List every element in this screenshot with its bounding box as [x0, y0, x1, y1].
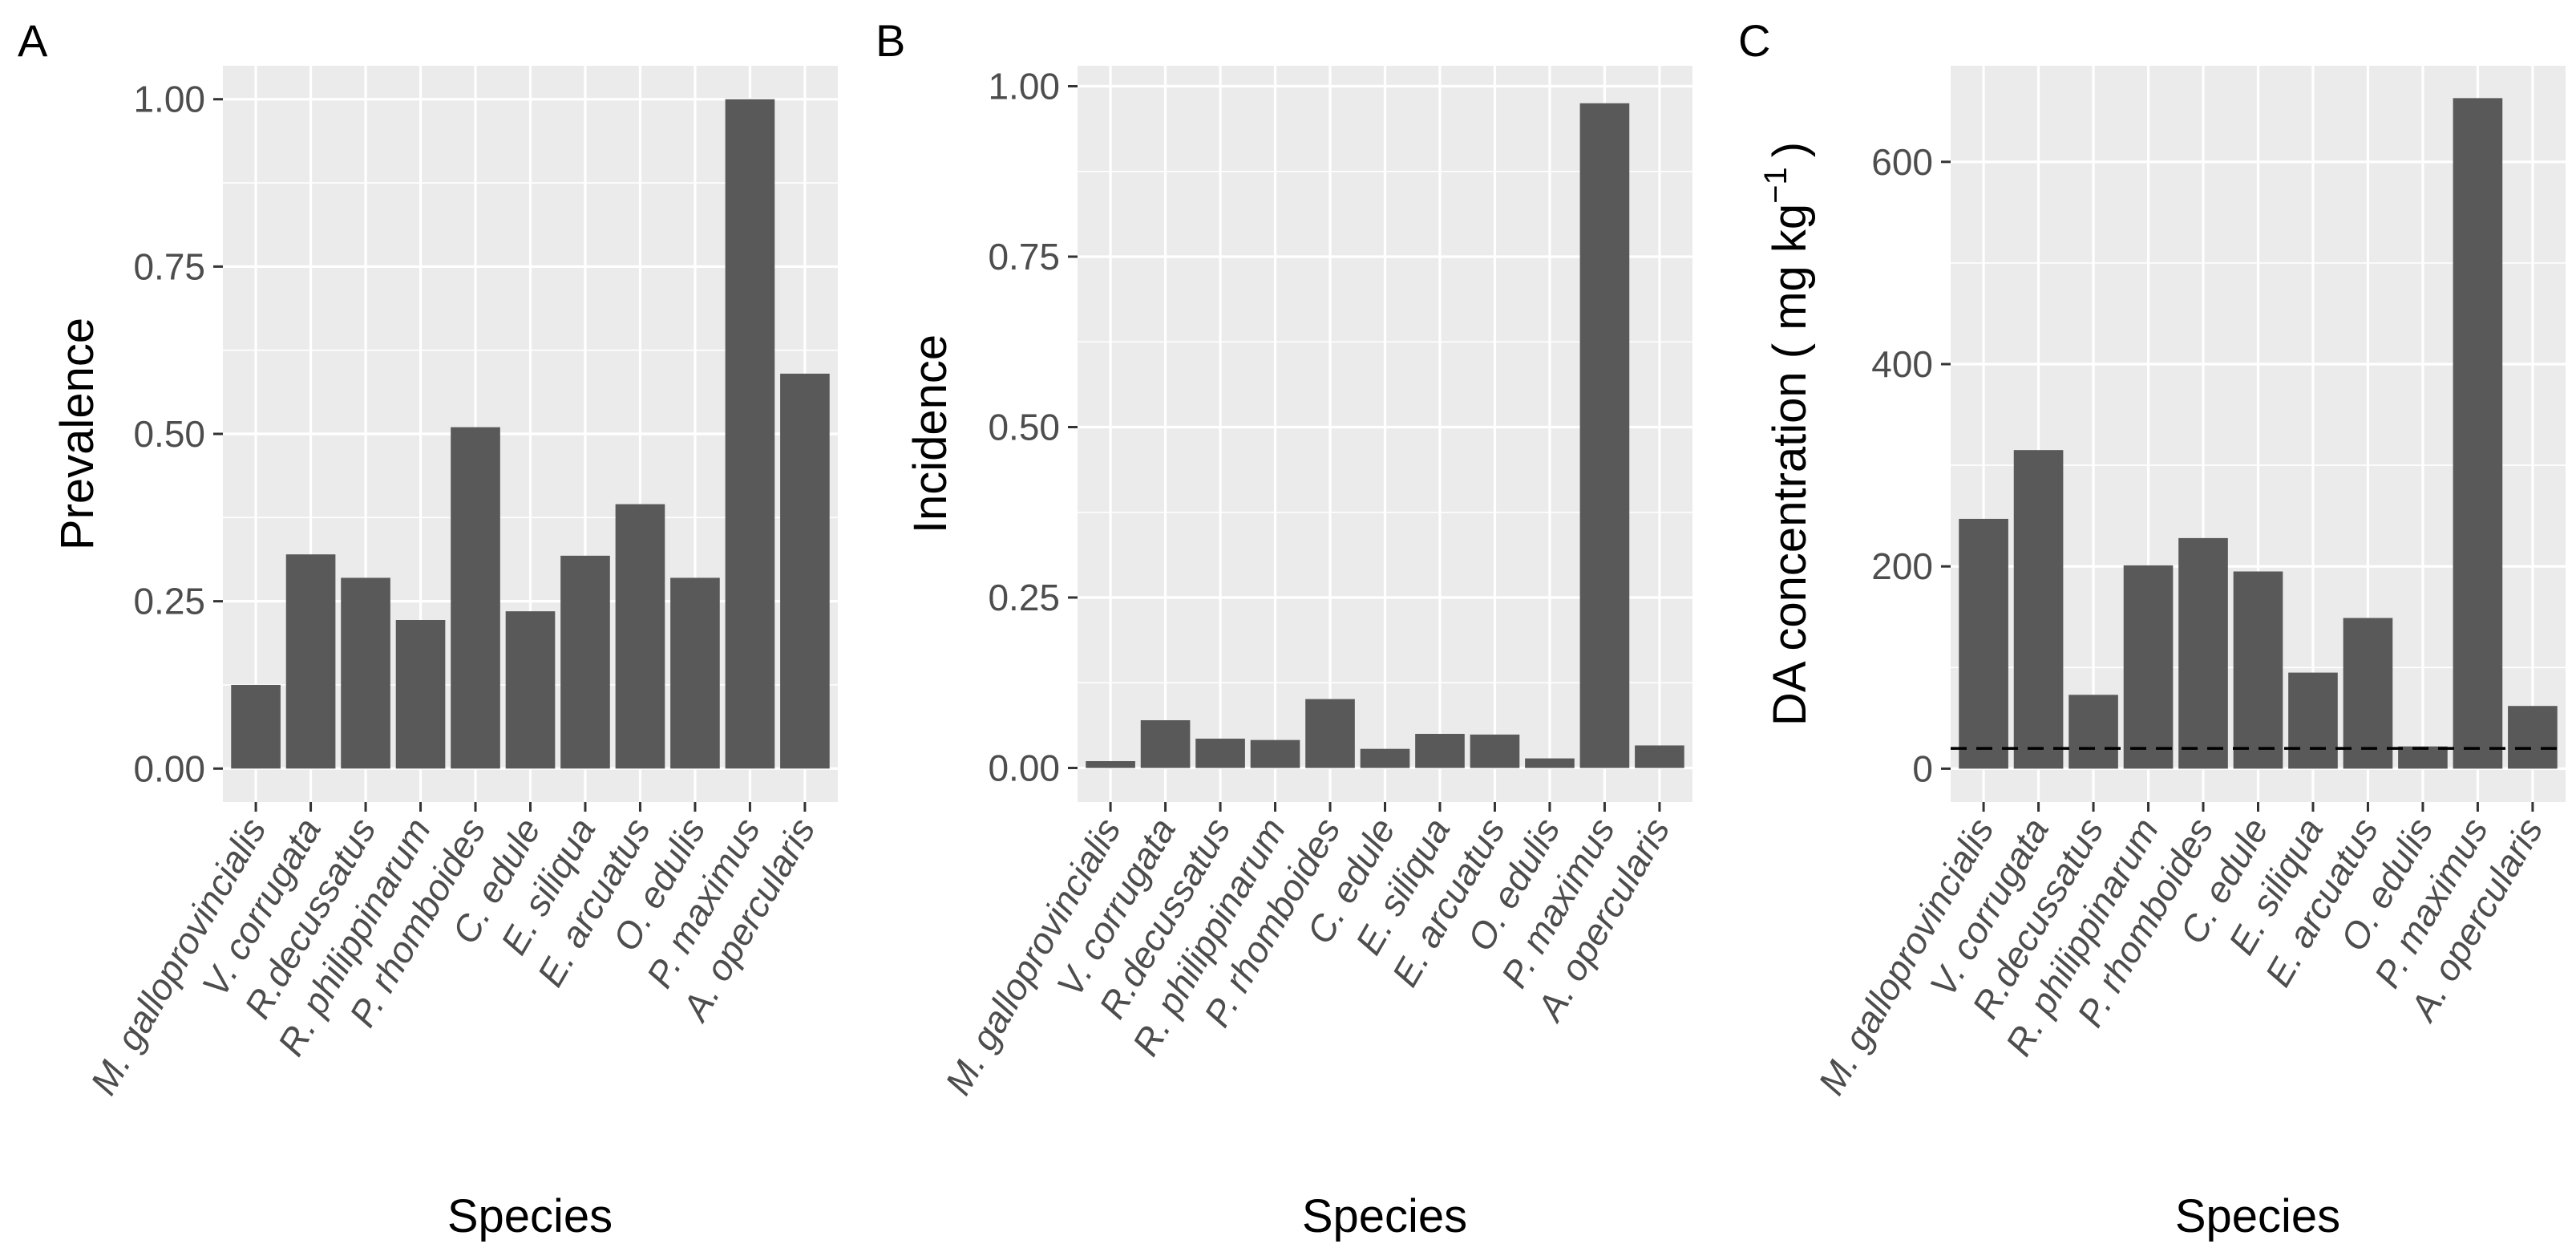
panel-c-bar-o-edulis	[2398, 746, 2448, 769]
panel-a-bars	[231, 99, 830, 769]
panel-b-x-axis-title: Species	[1302, 1190, 1467, 1242]
panel-c-bar-e-siliqua	[2288, 672, 2338, 769]
panel-a-y-tick-label: 1.00	[133, 79, 205, 120]
panel-a-y-tick-label: 0.75	[133, 245, 205, 287]
panel-b-y-axis-title: Incidence	[904, 334, 956, 533]
panel-c-x-axis-title: Species	[2175, 1190, 2340, 1242]
panel-b-y-tick-label: 0.25	[988, 577, 1060, 618]
panel-c-bar-e-arcuatus	[2343, 618, 2393, 769]
panel-c-y-axis-title: DA concentration ( mg kg−1)	[1758, 142, 1816, 726]
panel-b-bar-e-siliqua	[1415, 734, 1465, 768]
panel-c-y-tick-label: 600	[1871, 141, 1933, 183]
panel-a-bar-o-edulis	[670, 577, 720, 769]
panel-c-bar-v-corrugata	[2013, 450, 2064, 769]
panel-c-y-tick-label: 0	[1912, 747, 1933, 789]
panel-a-bar-v-corrugata	[285, 554, 336, 769]
panel-a-bar-e-arcuatus	[615, 504, 665, 769]
panel-c-y-axis: 0 200 400 600	[1871, 141, 1951, 789]
panel-c-y-tick-label: 200	[1871, 545, 1933, 587]
panel-b-y-tick-label: 1.00	[988, 66, 1060, 107]
panel-a-bar-c-edule	[505, 611, 556, 769]
panel-a-bar-r-philippinarum	[395, 620, 446, 769]
panel-b-bar-r-decussatus	[1195, 738, 1245, 768]
panel-a-y-axis-title: Prevalence	[51, 318, 103, 550]
panel-a-y-tick-label: 0.50	[133, 413, 205, 455]
panel-c-bar-r-decussatus	[2068, 695, 2118, 769]
panel-c-bar-p-maximus	[2453, 98, 2503, 769]
panel-a-bar-m-galloprovincialis	[231, 684, 281, 769]
panel-b-y-tick-label: 0.00	[988, 747, 1060, 789]
panel-a-tag: A	[18, 15, 48, 66]
panel-a-bar-r-decussatus	[341, 577, 390, 769]
panel-c-y-axis-title-main: DA concentration ( mg kg	[1764, 204, 1816, 726]
panel-a-y-tick-label: 0.25	[133, 581, 205, 622]
panel-b-bar-e-arcuatus	[1470, 734, 1520, 768]
panel-a-bar-p-rhomboides	[451, 427, 500, 769]
panel-b-bar-o-edulis	[1525, 758, 1575, 768]
panel-c-y-tick-label: 400	[1871, 343, 1933, 385]
panel-a: 0.00 0.25 0.50 0.75 1.00 M. galloprovinciali…	[18, 15, 838, 1242]
panel-c-bar-a-opercularis	[2508, 706, 2558, 769]
panel-b-bars	[1086, 103, 1684, 768]
panel-a-x-axis-title: Species	[447, 1190, 613, 1242]
panel-a-bar-p-maximus	[725, 99, 775, 769]
panel-a-y-tick-label: 0.00	[133, 747, 205, 789]
panel-b-y-axis: 0.00 0.25 0.50 0.75 1.00	[988, 66, 1078, 789]
panel-b-y-tick-label: 0.75	[988, 236, 1060, 278]
panel-b-bar-a-opercularis	[1635, 745, 1684, 768]
panel-b-bar-v-corrugata	[1140, 720, 1191, 768]
panel-b-bar-p-rhomboides	[1305, 699, 1355, 768]
panel-c-y-axis-title-superscript: −1	[1758, 167, 1793, 204]
panel-c-bar-p-rhomboides	[2178, 537, 2228, 769]
panel-c-bar-r-philippinarum	[2123, 565, 2174, 769]
panel-c-bar-m-galloprovincialis	[1959, 518, 2008, 769]
panel-c-bar-c-edule	[2233, 571, 2283, 769]
panel-b-bar-m-galloprovincialis	[1086, 761, 1135, 768]
panel-c-y-axis-title-end: )	[1764, 142, 1816, 157]
panel-b: 0.00 0.25 0.50 0.75 1.00 M. galloprovinciali…	[876, 15, 1692, 1242]
panel-a-bar-a-opercularis	[780, 373, 830, 769]
panel-b-tag: B	[876, 15, 905, 66]
panel-b-bar-p-maximus	[1579, 103, 1630, 768]
panel-b-y-tick-label: 0.50	[988, 407, 1060, 448]
panel-b-bar-r-philippinarum	[1250, 739, 1300, 768]
panel-a-y-axis: 0.00 0.25 0.50 0.75 1.00	[133, 79, 223, 789]
panel-c-tag: C	[1738, 15, 1770, 66]
panel-a-bar-e-siliqua	[560, 555, 610, 769]
panel-b-bar-c-edule	[1360, 748, 1410, 768]
panel-c-bars	[1959, 98, 2558, 769]
